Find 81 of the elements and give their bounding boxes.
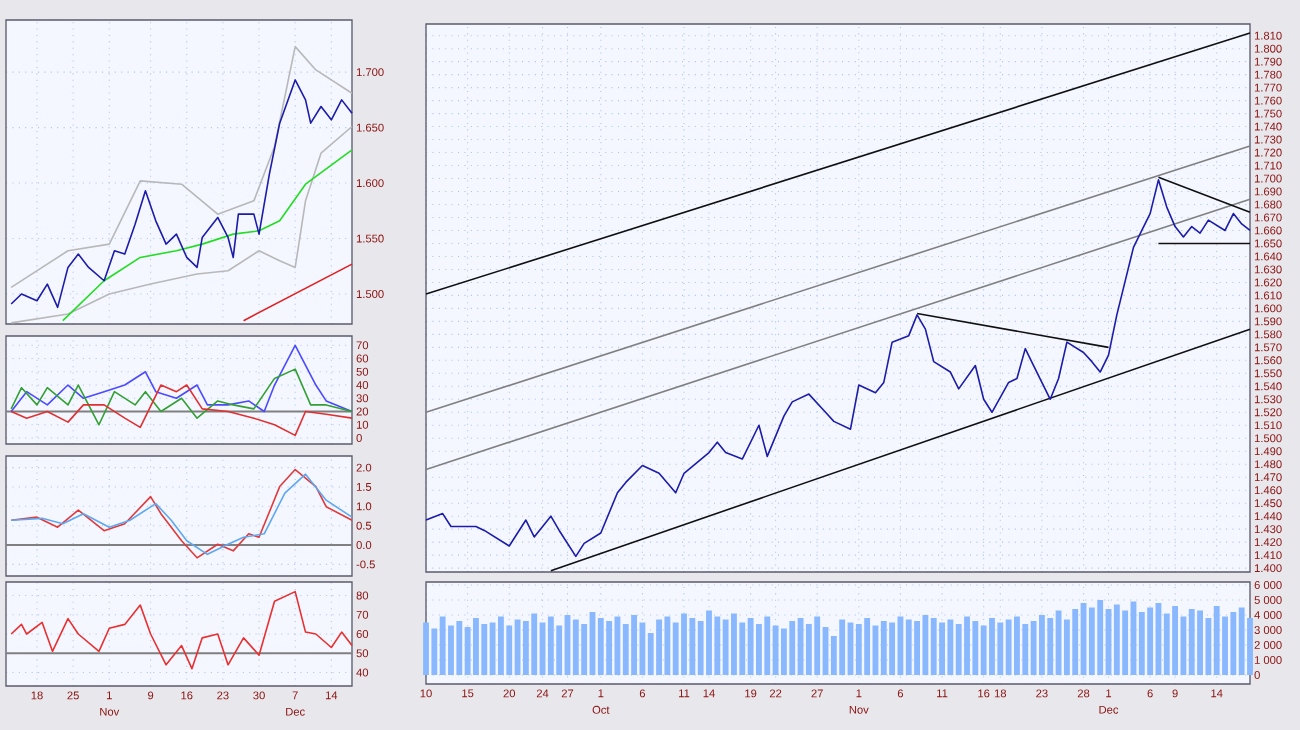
bar: [1047, 618, 1054, 675]
line-series: [10, 384, 353, 437]
line-series: [10, 344, 353, 413]
bar: [572, 619, 579, 675]
bar: [506, 625, 513, 675]
bar: [439, 616, 446, 675]
bar: [880, 621, 887, 675]
bar: [955, 624, 962, 675]
line-series: [425, 179, 1251, 558]
line-series: [10, 368, 353, 426]
bar: [789, 621, 796, 675]
bar: [497, 616, 504, 675]
bar: [1072, 609, 1079, 675]
bar: [639, 622, 646, 675]
bar: [1230, 612, 1237, 675]
bar: [839, 619, 846, 675]
bar: [989, 618, 995, 675]
bar: [547, 616, 554, 675]
bar: [631, 615, 638, 675]
bar: [939, 622, 945, 675]
line-series: [10, 45, 353, 289]
bar: [805, 624, 812, 675]
bar: [914, 621, 921, 675]
bar: [1147, 607, 1154, 675]
bar: [481, 624, 488, 675]
line-series: [10, 79, 353, 309]
line-series: [10, 125, 353, 324]
bar: [656, 619, 662, 675]
bar: [722, 619, 729, 675]
bar: [1097, 600, 1104, 675]
bar: [930, 618, 937, 675]
bar: [1088, 607, 1095, 675]
bar: [756, 624, 762, 675]
bar: [897, 616, 904, 675]
bar: [980, 625, 987, 675]
bar: [606, 621, 613, 675]
bar: [1197, 610, 1203, 675]
bar: [1122, 610, 1129, 675]
bar: [689, 618, 696, 675]
bar: [747, 618, 754, 675]
bar: [597, 618, 604, 675]
bar: [972, 621, 979, 675]
bar: [1014, 616, 1020, 675]
bar: [1030, 621, 1037, 675]
bar: [681, 613, 687, 675]
bar: [864, 618, 871, 675]
bar: [489, 622, 496, 675]
bar: [522, 621, 529, 675]
bar: [1005, 619, 1012, 675]
bar: [448, 625, 454, 675]
bar: [1238, 607, 1245, 675]
bar: [905, 619, 912, 675]
bar: [672, 622, 679, 675]
bar: [964, 616, 970, 675]
bar: [473, 618, 479, 675]
bar: [664, 616, 671, 675]
bar: [423, 622, 429, 675]
bar: [1113, 604, 1120, 675]
line-series: [10, 590, 353, 670]
bar: [1188, 609, 1195, 675]
bar: [1213, 606, 1220, 675]
bar: [706, 610, 712, 675]
bar: [855, 624, 862, 675]
bar: [1172, 606, 1179, 675]
bar: [780, 628, 787, 675]
line-series: [62, 149, 353, 322]
bar: [1055, 610, 1062, 675]
bar: [1022, 624, 1029, 675]
bar: [714, 616, 721, 675]
bar: [889, 622, 896, 675]
bar: [922, 615, 929, 675]
bar: [1038, 615, 1045, 675]
bar: [814, 616, 821, 675]
bar: [731, 613, 737, 675]
bar: [772, 625, 779, 675]
bar: [997, 622, 1004, 675]
bar: [947, 619, 954, 675]
bar: [739, 622, 746, 675]
bar: [531, 613, 538, 675]
bar: [456, 621, 463, 675]
bar: [764, 616, 771, 675]
